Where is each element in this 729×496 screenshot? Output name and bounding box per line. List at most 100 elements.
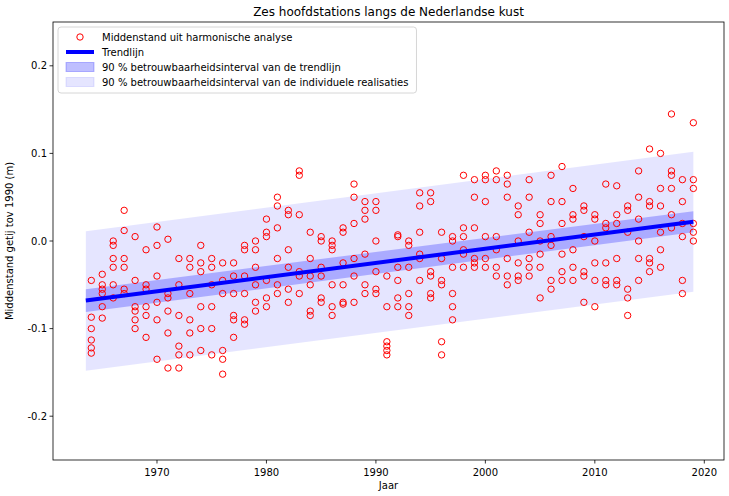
data-point [340, 301, 346, 307]
data-point [252, 308, 258, 314]
data-point [592, 304, 598, 310]
data-point [99, 304, 105, 310]
plot-data [86, 111, 697, 378]
data-point [570, 277, 576, 283]
data-point [646, 260, 652, 266]
data-point [252, 264, 258, 270]
data-point [526, 255, 532, 261]
data-point [493, 273, 499, 279]
data-point [559, 198, 565, 204]
data-point [515, 203, 521, 209]
data-point [668, 111, 674, 117]
data-point [581, 273, 587, 279]
data-point [668, 185, 674, 191]
data-point [121, 207, 127, 213]
data-point [635, 277, 641, 283]
data-point [241, 321, 247, 327]
data-point [187, 317, 193, 323]
y-tick-label: -0.1 [27, 323, 47, 334]
data-point [274, 282, 280, 288]
data-point [395, 277, 401, 283]
data-point [121, 264, 127, 270]
data-point [635, 238, 641, 244]
data-point [635, 216, 641, 222]
x-tick-label: 2000 [473, 467, 498, 478]
data-point [351, 255, 357, 261]
data-point [646, 203, 652, 209]
data-point [548, 286, 554, 292]
x-tick-label: 1990 [363, 467, 388, 478]
data-point [351, 181, 357, 187]
data-point [603, 181, 609, 187]
data-point [679, 198, 685, 204]
data-point [198, 268, 204, 274]
data-point [438, 229, 444, 235]
data-point [504, 181, 510, 187]
data-point [219, 371, 225, 377]
data-point [241, 290, 247, 296]
data-point [230, 290, 236, 296]
data-point [176, 352, 182, 358]
data-point [318, 273, 324, 279]
x-tick [485, 460, 486, 464]
data-point [198, 347, 204, 353]
data-point [241, 247, 247, 253]
x-tick [156, 460, 157, 464]
y-axis-label: Middenstand getij tov 1990 (m) [4, 162, 15, 320]
data-point [679, 176, 685, 182]
data-point [132, 277, 138, 283]
data-point [154, 273, 160, 279]
data-point [635, 168, 641, 174]
data-point [176, 255, 182, 261]
data-point [515, 277, 521, 283]
data-point [657, 229, 663, 235]
data-point [537, 251, 543, 257]
data-point [209, 255, 215, 261]
data-point [668, 172, 674, 178]
data-point [526, 176, 532, 182]
data-point [449, 290, 455, 296]
data-point [198, 260, 204, 266]
data-point [132, 308, 138, 314]
data-point [668, 212, 674, 218]
data-point [154, 356, 160, 362]
legend-box [58, 27, 416, 93]
data-point [515, 260, 521, 266]
data-point [362, 282, 368, 288]
data-point [373, 290, 379, 296]
data-point [438, 339, 444, 345]
data-point [176, 365, 182, 371]
plot-frame [53, 22, 724, 460]
data-point [603, 282, 609, 288]
data-point [307, 312, 313, 318]
data-point [548, 277, 554, 283]
y-tick [50, 416, 54, 417]
data-point [384, 273, 390, 279]
data-point [482, 198, 488, 204]
data-point [592, 238, 598, 244]
data-point [318, 299, 324, 305]
x-tick-label: 1970 [144, 467, 169, 478]
data-point [460, 264, 466, 270]
data-point [460, 172, 466, 178]
data-point [515, 212, 521, 218]
data-point [285, 212, 291, 218]
data-point [395, 295, 401, 301]
data-point [209, 304, 215, 310]
data-point [263, 233, 269, 239]
data-point [614, 212, 620, 218]
data-point [592, 260, 598, 266]
data-point [559, 220, 565, 226]
data-point [209, 325, 215, 331]
data-point [690, 185, 696, 191]
data-point [679, 233, 685, 239]
data-point [88, 337, 94, 343]
data-point [362, 216, 368, 222]
data-point [209, 352, 215, 358]
data-point [526, 229, 532, 235]
data-point [362, 198, 368, 204]
data-point [219, 356, 225, 362]
data-point [614, 282, 620, 288]
data-point [263, 216, 269, 222]
data-point [460, 225, 466, 231]
